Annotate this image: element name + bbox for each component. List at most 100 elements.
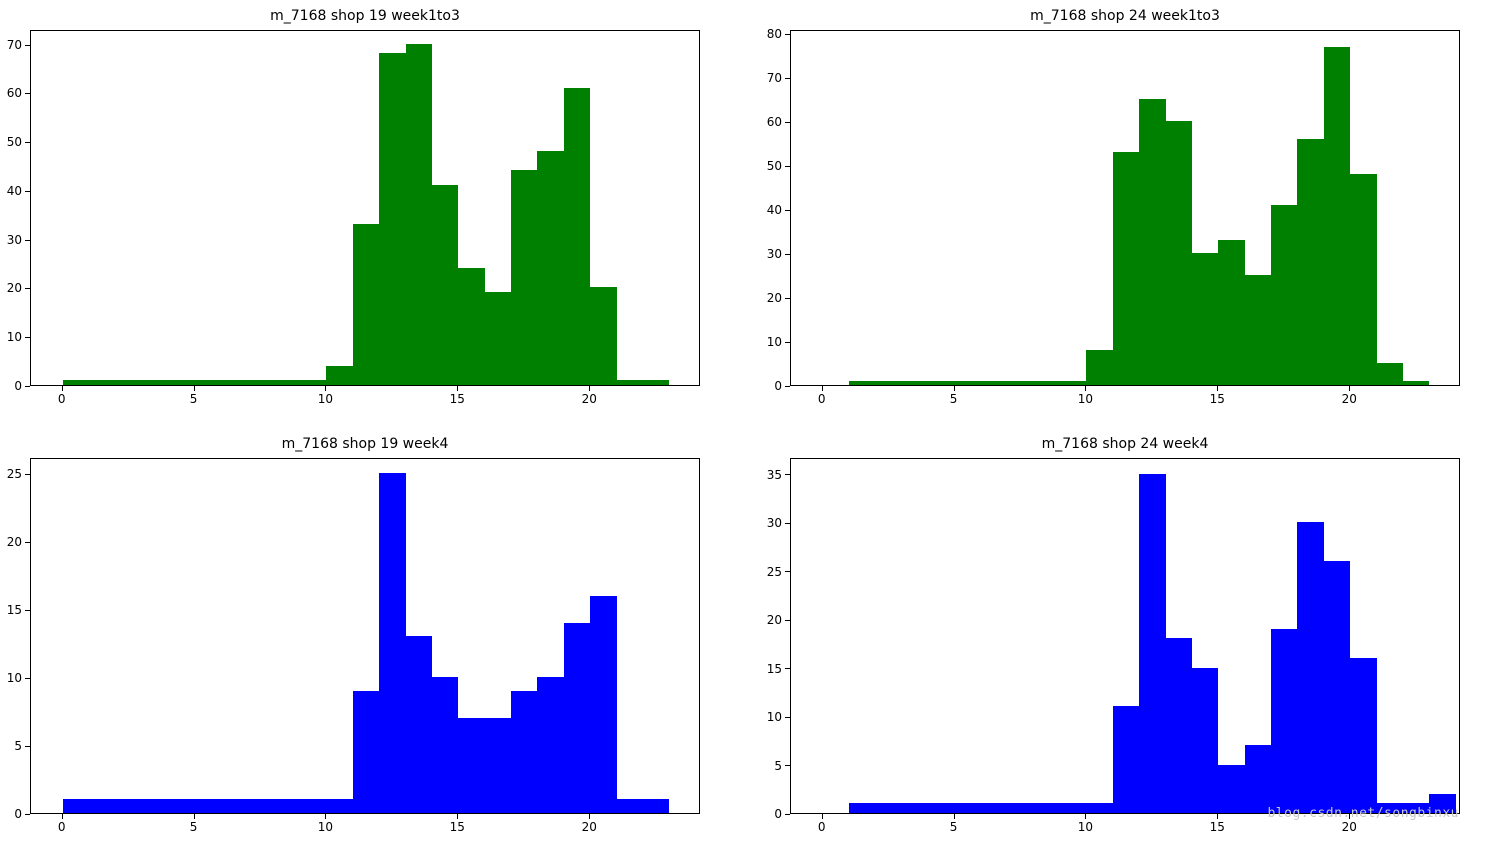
y-tick-label: 10 bbox=[7, 330, 22, 344]
histogram-bar bbox=[849, 381, 875, 385]
histogram-bar bbox=[537, 677, 563, 813]
x-tick-label: 10 bbox=[318, 392, 333, 406]
y-tick-label: 50 bbox=[767, 159, 782, 173]
histogram-bar bbox=[1192, 668, 1218, 814]
y-tick-label: 35 bbox=[767, 468, 782, 482]
y-tick-label: 20 bbox=[767, 613, 782, 627]
histogram-bar bbox=[643, 380, 669, 385]
histogram-bar bbox=[1245, 745, 1271, 813]
histogram-bar bbox=[537, 151, 563, 385]
histogram-bar bbox=[1166, 638, 1192, 813]
histogram-bar bbox=[195, 380, 221, 385]
y-tick-label: 25 bbox=[7, 467, 22, 481]
histogram-bar bbox=[168, 380, 194, 385]
histogram-bar bbox=[326, 799, 352, 813]
x-tick-label: 5 bbox=[190, 820, 198, 834]
histogram-bar bbox=[247, 799, 273, 813]
histogram-bar bbox=[1271, 629, 1297, 813]
histogram-bar bbox=[1350, 174, 1376, 385]
y-tick-label: 70 bbox=[7, 38, 22, 52]
histogram-bar bbox=[1007, 803, 1033, 813]
histogram-bar bbox=[1060, 381, 1086, 385]
histogram-bar bbox=[1034, 381, 1060, 385]
chart-title: m_7168 shop 24 week4 bbox=[790, 436, 1460, 452]
y-tick-label: 15 bbox=[7, 603, 22, 617]
histogram-bar bbox=[1271, 205, 1297, 385]
histogram-bar bbox=[1245, 275, 1271, 385]
y-tick-label: 70 bbox=[767, 71, 782, 85]
y-tick-label: 30 bbox=[7, 233, 22, 247]
histogram-bar bbox=[617, 380, 643, 385]
histogram-bar bbox=[63, 799, 89, 813]
histogram-bar bbox=[300, 380, 326, 385]
x-tick-label: 15 bbox=[1210, 820, 1225, 834]
chart-title: m_7168 shop 19 week4 bbox=[30, 436, 700, 452]
histogram-bar bbox=[326, 366, 352, 386]
x-tick-label: 20 bbox=[1342, 392, 1357, 406]
y-tick-label: 10 bbox=[7, 671, 22, 685]
histogram-bar bbox=[928, 803, 954, 813]
histogram-bar bbox=[142, 380, 168, 385]
histogram-bar bbox=[511, 691, 537, 813]
histogram-bar bbox=[590, 287, 616, 385]
histogram-bar bbox=[115, 799, 141, 813]
histogram-bar bbox=[458, 268, 484, 385]
plot-area bbox=[30, 458, 700, 814]
histogram-bar bbox=[1192, 253, 1218, 385]
x-tick-label: 20 bbox=[582, 820, 597, 834]
histogram-bar bbox=[274, 799, 300, 813]
plot-area bbox=[790, 30, 1460, 386]
chart-title: m_7168 shop 19 week1to3 bbox=[30, 8, 700, 24]
histogram-bar bbox=[195, 799, 221, 813]
histogram-bar bbox=[89, 380, 115, 385]
histogram-bar bbox=[353, 691, 379, 813]
watermark: blog.csdn.net/songbinxu bbox=[1267, 806, 1459, 821]
histogram-bar bbox=[1034, 803, 1060, 813]
histogram-bar bbox=[406, 44, 432, 385]
histogram-bar bbox=[1297, 522, 1323, 813]
y-tick-label: 20 bbox=[7, 535, 22, 549]
histogram-bar bbox=[63, 380, 89, 385]
x-tick-label: 10 bbox=[1078, 392, 1093, 406]
y-tick-label: 30 bbox=[767, 247, 782, 261]
histogram-bar bbox=[485, 718, 511, 813]
histogram-bar bbox=[1350, 658, 1376, 813]
histogram-bar bbox=[432, 185, 458, 385]
histogram-bar bbox=[981, 803, 1007, 813]
histogram-bar bbox=[300, 799, 326, 813]
y-tick-label: 20 bbox=[7, 281, 22, 295]
y-tick-label: 0 bbox=[774, 379, 782, 393]
x-tick-label: 20 bbox=[582, 392, 597, 406]
histogram-bar bbox=[643, 799, 669, 813]
histogram-bar bbox=[1403, 381, 1429, 385]
histogram-bar bbox=[1218, 240, 1244, 385]
x-tick-label: 15 bbox=[1210, 392, 1225, 406]
plot-area bbox=[790, 458, 1460, 814]
chart-title: m_7168 shop 24 week1to3 bbox=[790, 8, 1460, 24]
histogram-bar bbox=[115, 380, 141, 385]
histogram-bar bbox=[564, 623, 590, 813]
histogram-bar bbox=[379, 473, 405, 813]
histogram-bar bbox=[1377, 363, 1403, 385]
y-tick-label: 5 bbox=[774, 759, 782, 773]
x-tick-label: 20 bbox=[1342, 820, 1357, 834]
y-tick-label: 25 bbox=[767, 565, 782, 579]
y-tick-label: 60 bbox=[7, 86, 22, 100]
histogram-bar bbox=[875, 381, 901, 385]
x-tick-label: 15 bbox=[450, 820, 465, 834]
histogram-bar bbox=[955, 381, 981, 385]
histogram-bar bbox=[1139, 99, 1165, 385]
histogram-bar bbox=[221, 799, 247, 813]
histogram-bar bbox=[902, 803, 928, 813]
histogram-bar bbox=[1113, 152, 1139, 385]
histogram-bar bbox=[981, 381, 1007, 385]
histogram-bar bbox=[485, 292, 511, 385]
y-tick-label: 10 bbox=[767, 335, 782, 349]
histogram-bar bbox=[849, 803, 875, 813]
y-tick-label: 80 bbox=[767, 27, 782, 41]
x-tick-label: 10 bbox=[1078, 820, 1093, 834]
y-tick-label: 15 bbox=[767, 662, 782, 676]
y-tick-label: 30 bbox=[767, 516, 782, 530]
x-tick-label: 0 bbox=[58, 392, 66, 406]
histogram-bar bbox=[511, 170, 537, 385]
